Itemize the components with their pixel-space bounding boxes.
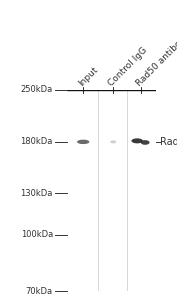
Ellipse shape [110,140,116,143]
Text: Rad50: Rad50 [160,137,177,147]
Text: Rad50 antibody: Rad50 antibody [134,31,177,88]
Ellipse shape [77,140,89,144]
Text: 180kDa: 180kDa [21,137,53,146]
Text: Control IgG: Control IgG [107,46,149,88]
Ellipse shape [131,138,143,143]
Text: Input: Input [77,65,100,88]
Text: 70kDa: 70kDa [26,286,53,296]
Text: 130kDa: 130kDa [21,189,53,198]
Ellipse shape [141,140,150,145]
Text: 100kDa: 100kDa [21,230,53,239]
Text: 250kDa: 250kDa [21,85,53,94]
